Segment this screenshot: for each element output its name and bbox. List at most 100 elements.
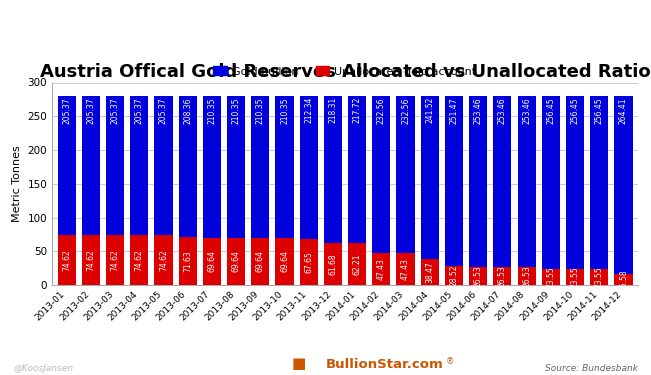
Bar [396, 96, 415, 253]
Text: 26.53: 26.53 [498, 265, 507, 287]
Text: 256.45: 256.45 [595, 97, 603, 124]
Bar [566, 269, 584, 285]
Bar [542, 269, 560, 285]
Text: 71.63: 71.63 [183, 250, 192, 272]
Text: @KoosJansen: @KoosJansen [13, 364, 73, 373]
Bar [106, 235, 124, 285]
Text: 38.47: 38.47 [425, 261, 434, 283]
Text: 210.35: 210.35 [232, 97, 241, 123]
Bar [324, 243, 342, 285]
Bar [372, 253, 391, 285]
Text: 23.55: 23.55 [595, 266, 603, 288]
Text: 253.46: 253.46 [498, 97, 507, 124]
Bar [154, 96, 173, 235]
Text: 61.68: 61.68 [328, 254, 337, 275]
Text: BullionStar.com: BullionStar.com [326, 357, 443, 370]
Text: 205.37: 205.37 [159, 97, 168, 124]
Bar [57, 96, 76, 235]
Bar [251, 96, 270, 238]
Bar [542, 96, 560, 269]
Bar [348, 243, 367, 285]
Bar [493, 96, 512, 267]
Text: 26.53: 26.53 [522, 265, 531, 287]
Bar [203, 238, 221, 285]
Bar [469, 96, 487, 267]
Bar [421, 96, 439, 259]
Text: 74.62: 74.62 [159, 249, 168, 271]
Text: 15.58: 15.58 [619, 269, 628, 291]
Text: ®: ® [446, 357, 454, 366]
Bar [445, 96, 463, 266]
Text: 208.36: 208.36 [183, 97, 192, 123]
Text: 232.56: 232.56 [377, 97, 386, 123]
Bar [106, 96, 124, 235]
Bar [469, 267, 487, 285]
Bar [615, 96, 633, 274]
Text: 69.64: 69.64 [256, 251, 265, 272]
Bar [324, 96, 342, 243]
Text: 23.55: 23.55 [570, 266, 579, 288]
Y-axis label: Metric Tonnes: Metric Tonnes [12, 146, 22, 222]
Bar [227, 238, 245, 285]
Text: Source: Bundesbank: Source: Bundesbank [545, 364, 638, 373]
Text: 210.35: 210.35 [256, 97, 265, 123]
Bar [178, 96, 197, 237]
Text: 251.47: 251.47 [449, 97, 458, 123]
Text: 212.34: 212.34 [304, 97, 313, 123]
Text: 241.52: 241.52 [425, 97, 434, 123]
Text: 210.35: 210.35 [280, 97, 289, 123]
Text: 74.62: 74.62 [87, 249, 95, 271]
Text: 74.62: 74.62 [135, 249, 144, 271]
Bar [518, 96, 536, 267]
Bar [82, 235, 100, 285]
Bar [615, 274, 633, 285]
Bar [275, 96, 294, 238]
Title: Austria Offical Gold Reserves Allocated vs Unallocated Ratio: Austria Offical Gold Reserves Allocated … [40, 63, 650, 81]
Text: Z: Z [307, 360, 314, 370]
Text: 256.45: 256.45 [570, 97, 579, 124]
Text: 23.55: 23.55 [546, 266, 555, 288]
Text: 74.62: 74.62 [62, 249, 71, 271]
Text: 253.46: 253.46 [522, 97, 531, 124]
Bar [57, 235, 76, 285]
Bar [275, 238, 294, 285]
Bar [518, 267, 536, 285]
Bar [493, 267, 512, 285]
Bar [251, 238, 270, 285]
Text: 74.62: 74.62 [111, 249, 120, 271]
Text: 253.46: 253.46 [474, 97, 482, 124]
Bar [372, 96, 391, 253]
Text: 210.35: 210.35 [208, 97, 216, 123]
Bar [421, 259, 439, 285]
Bar [299, 96, 318, 239]
Text: 69.64: 69.64 [208, 251, 216, 272]
Bar [566, 96, 584, 269]
Text: 26.53: 26.53 [474, 265, 482, 287]
Bar [445, 266, 463, 285]
Text: 205.37: 205.37 [62, 97, 71, 124]
Bar [82, 96, 100, 235]
Bar [396, 253, 415, 285]
Bar [590, 96, 608, 269]
Text: 205.37: 205.37 [87, 97, 95, 124]
Bar [299, 239, 318, 285]
Bar [178, 237, 197, 285]
Text: 28.52: 28.52 [449, 265, 458, 286]
Text: 205.37: 205.37 [111, 97, 120, 124]
Bar [154, 235, 173, 285]
Bar [203, 96, 221, 238]
Bar [227, 96, 245, 238]
Bar [130, 235, 148, 285]
Text: 62.21: 62.21 [353, 253, 362, 275]
Text: 218.31: 218.31 [328, 97, 337, 123]
Text: 256.45: 256.45 [546, 97, 555, 124]
Text: 232.56: 232.56 [401, 97, 410, 123]
Text: 69.64: 69.64 [232, 251, 241, 272]
Text: 264.41: 264.41 [619, 97, 628, 123]
Text: 47.43: 47.43 [401, 258, 410, 280]
Text: 47.43: 47.43 [377, 258, 386, 280]
Text: 69.64: 69.64 [280, 251, 289, 272]
Text: ■: ■ [292, 356, 306, 370]
Text: 67.65: 67.65 [304, 251, 313, 273]
Bar [130, 96, 148, 235]
